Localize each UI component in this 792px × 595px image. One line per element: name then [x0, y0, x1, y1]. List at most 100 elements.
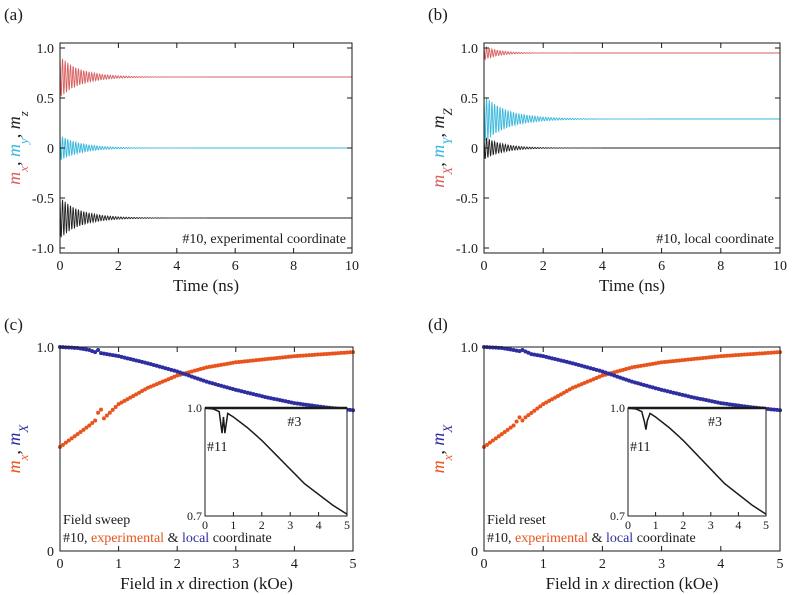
data-point	[137, 390, 142, 395]
inset-y-tick-label: 0.7	[187, 509, 202, 523]
data-point	[90, 420, 95, 425]
data-point	[739, 352, 744, 357]
data-point	[245, 359, 250, 364]
data-point	[307, 353, 312, 358]
data-point	[547, 398, 552, 403]
data-point	[724, 401, 729, 406]
legend-part: &	[164, 531, 182, 546]
data-point	[128, 395, 133, 400]
data-point	[532, 352, 537, 357]
inset-x-tick-label: 3	[708, 518, 714, 532]
data-point	[772, 407, 777, 412]
data-point	[63, 440, 68, 445]
series-line-m_Y	[483, 96, 780, 142]
data-point	[553, 395, 558, 400]
y-label-part: ,	[4, 157, 24, 166]
data-point	[60, 442, 65, 447]
data-point	[318, 352, 323, 357]
x-axis-label: Time (ns)	[173, 276, 239, 295]
data-point	[260, 357, 265, 362]
data-point	[772, 350, 777, 355]
data-point	[769, 350, 774, 355]
data-point	[309, 352, 314, 357]
data-point	[113, 404, 118, 409]
inset-x-tick-label: 2	[259, 518, 265, 532]
data-point	[101, 416, 106, 421]
data-point	[517, 415, 522, 420]
data-point	[324, 351, 329, 356]
y-label-part: m	[4, 460, 24, 473]
data-point	[766, 407, 771, 412]
y-label-subscript: X	[440, 424, 455, 434]
data-point	[502, 429, 507, 434]
data-point	[69, 436, 74, 441]
plot-frame	[59, 346, 354, 552]
data-point	[656, 360, 661, 365]
x-axis-label: Field in x direction (kOe)	[120, 574, 293, 593]
legend-part: #10,	[63, 531, 91, 546]
data-point	[342, 350, 347, 355]
data-point	[301, 402, 306, 407]
data-point	[292, 354, 297, 359]
data-point	[348, 350, 353, 355]
annotation: #10, experimental coordinate	[182, 232, 346, 247]
y-label-part: m	[4, 172, 24, 185]
x-tick-label: 2	[599, 557, 606, 572]
y-label-part: ,	[428, 158, 448, 167]
legend-part: experimental	[515, 531, 588, 546]
data-point	[81, 427, 86, 432]
y-label-part: m	[4, 116, 24, 129]
data-point	[641, 363, 646, 368]
y-label-part: ,	[428, 446, 448, 455]
y-label-subscript: X	[16, 424, 31, 434]
data-point	[125, 397, 130, 402]
x-tick-label: 1	[540, 557, 547, 572]
x-tick-label: 5	[777, 557, 784, 572]
data-point	[271, 356, 276, 361]
inset-x-tick-label: 2	[680, 518, 686, 532]
panel-label: (d)	[428, 315, 448, 334]
data-point	[721, 401, 726, 406]
inset-line-#11	[627, 407, 767, 515]
y-label-part: m	[428, 460, 448, 473]
data-point	[748, 352, 753, 357]
y-label-part: m	[428, 175, 448, 188]
data-point	[280, 355, 285, 360]
inset-label-11: #11	[630, 440, 650, 455]
data-point	[561, 390, 566, 395]
data-point	[75, 432, 80, 437]
data-point	[760, 351, 765, 356]
data-point	[257, 357, 262, 362]
series-line-m_y	[59, 135, 352, 160]
y-label-subscript: X	[440, 166, 455, 176]
data-point	[295, 353, 300, 358]
x-tick-label: 4	[291, 557, 298, 572]
y-label-part: ,	[4, 129, 24, 138]
data-point	[683, 357, 688, 362]
data-point	[769, 407, 774, 412]
x-label-part: direction (kOe)	[184, 574, 293, 593]
data-point	[505, 347, 510, 352]
y-tick-label: 1.0	[37, 42, 55, 57]
y-label-part: m	[428, 116, 448, 129]
x-tick-label: 10	[345, 259, 359, 274]
data-point	[671, 359, 676, 364]
y-label-part: m	[4, 144, 24, 157]
data-point	[134, 392, 139, 397]
legend-part: coordinate	[633, 531, 696, 546]
y-axis-label: mx, my, mz	[4, 111, 31, 185]
y-tick-label: -1.0	[32, 242, 54, 257]
data-point	[532, 408, 537, 413]
data-point	[724, 353, 729, 358]
data-point	[689, 357, 694, 362]
x-label-part: Field in	[546, 574, 603, 593]
data-point	[775, 407, 780, 412]
data-point	[263, 357, 268, 362]
data-point	[307, 403, 312, 408]
legend-part: experimental	[91, 531, 164, 546]
data-point	[511, 348, 516, 353]
data-point	[701, 356, 706, 361]
data-point	[104, 413, 109, 418]
x-label-part: Field in	[120, 574, 177, 593]
